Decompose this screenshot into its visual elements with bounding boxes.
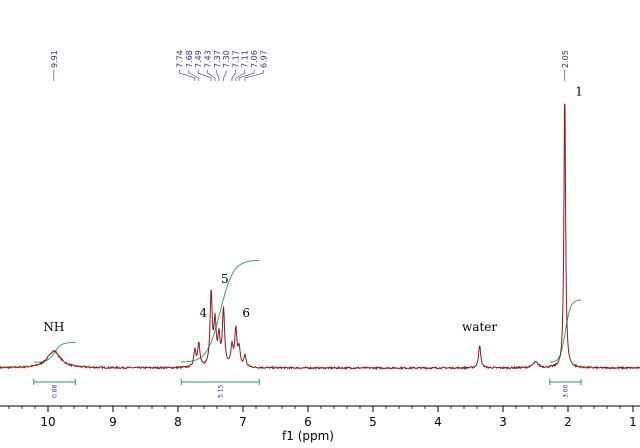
peak-label-leader [244,70,264,81]
peak-label: 7.11 [241,50,250,68]
peak-label: 7.06 [250,50,259,68]
integral-value: 5.15 [217,384,224,398]
integral-value: 3.00 [562,384,569,398]
peak-label-leader [188,70,200,81]
peak-label: 9.91 [50,50,59,68]
peak-label: 7.17 [231,50,240,68]
peak-label-leader [179,70,196,81]
peak-label-leader [238,70,255,81]
x-tick-label: 1 [629,415,637,429]
x-tick-label: 3 [499,415,507,429]
peak-label-layer: 9.91 7.74 7.68 7.49 7.43 7.37 7.30 7.17 7.11 7.06… [50,50,570,81]
peak-label: 7.74 [176,50,185,68]
x-tick-label: 2 [564,415,572,429]
x-tick-label: 10 [40,415,55,429]
peak-annotation: 1 [575,84,583,98]
peak-label-leader [207,70,216,81]
integral-curve [33,342,76,363]
x-axis-title: f1 (ppm) [282,429,334,443]
x-tick-label: 5 [369,415,377,429]
peak-label-leader [216,70,220,81]
annotation-layer: NH 4 5 6 water 1 [43,84,583,334]
peak-annotation: water [462,320,497,334]
peak-label: 7.43 [203,50,212,68]
peak-label-leader [231,70,236,81]
peak-annotation: 4 [200,306,208,320]
x-axis: 10 9 8 7 6 5 4 3 2 1 [0,405,640,429]
peak-label-leader [223,70,227,81]
peak-label-leader [197,70,212,81]
x-tick-label: 4 [434,415,442,429]
peak-label: 6.97 [259,50,268,68]
peak-annotation: NH [43,320,64,334]
peak-label: 7.68 [185,50,194,68]
peak-label: 2.05 [561,50,570,68]
integral-curve [549,299,581,363]
x-tick-label: 7 [239,415,247,429]
peak-label: 7.49 [194,50,203,68]
peak-annotation: 6 [242,306,250,320]
x-tick-label: 8 [174,415,182,429]
x-tick-label: 6 [304,415,312,429]
peak-label-leader [235,70,245,81]
integral-bar-layer: 0.88 5.15 3.00 [33,379,582,398]
peak-label: 7.37 [213,50,222,68]
x-tick-label: 9 [109,415,117,429]
peak-annotation: 5 [221,272,229,286]
integral-curve-layer [33,259,581,363]
peak-label: 7.30 [222,50,231,68]
integral-curve [181,259,260,363]
spectrum-line [0,103,640,371]
integral-value: 0.88 [52,384,59,398]
